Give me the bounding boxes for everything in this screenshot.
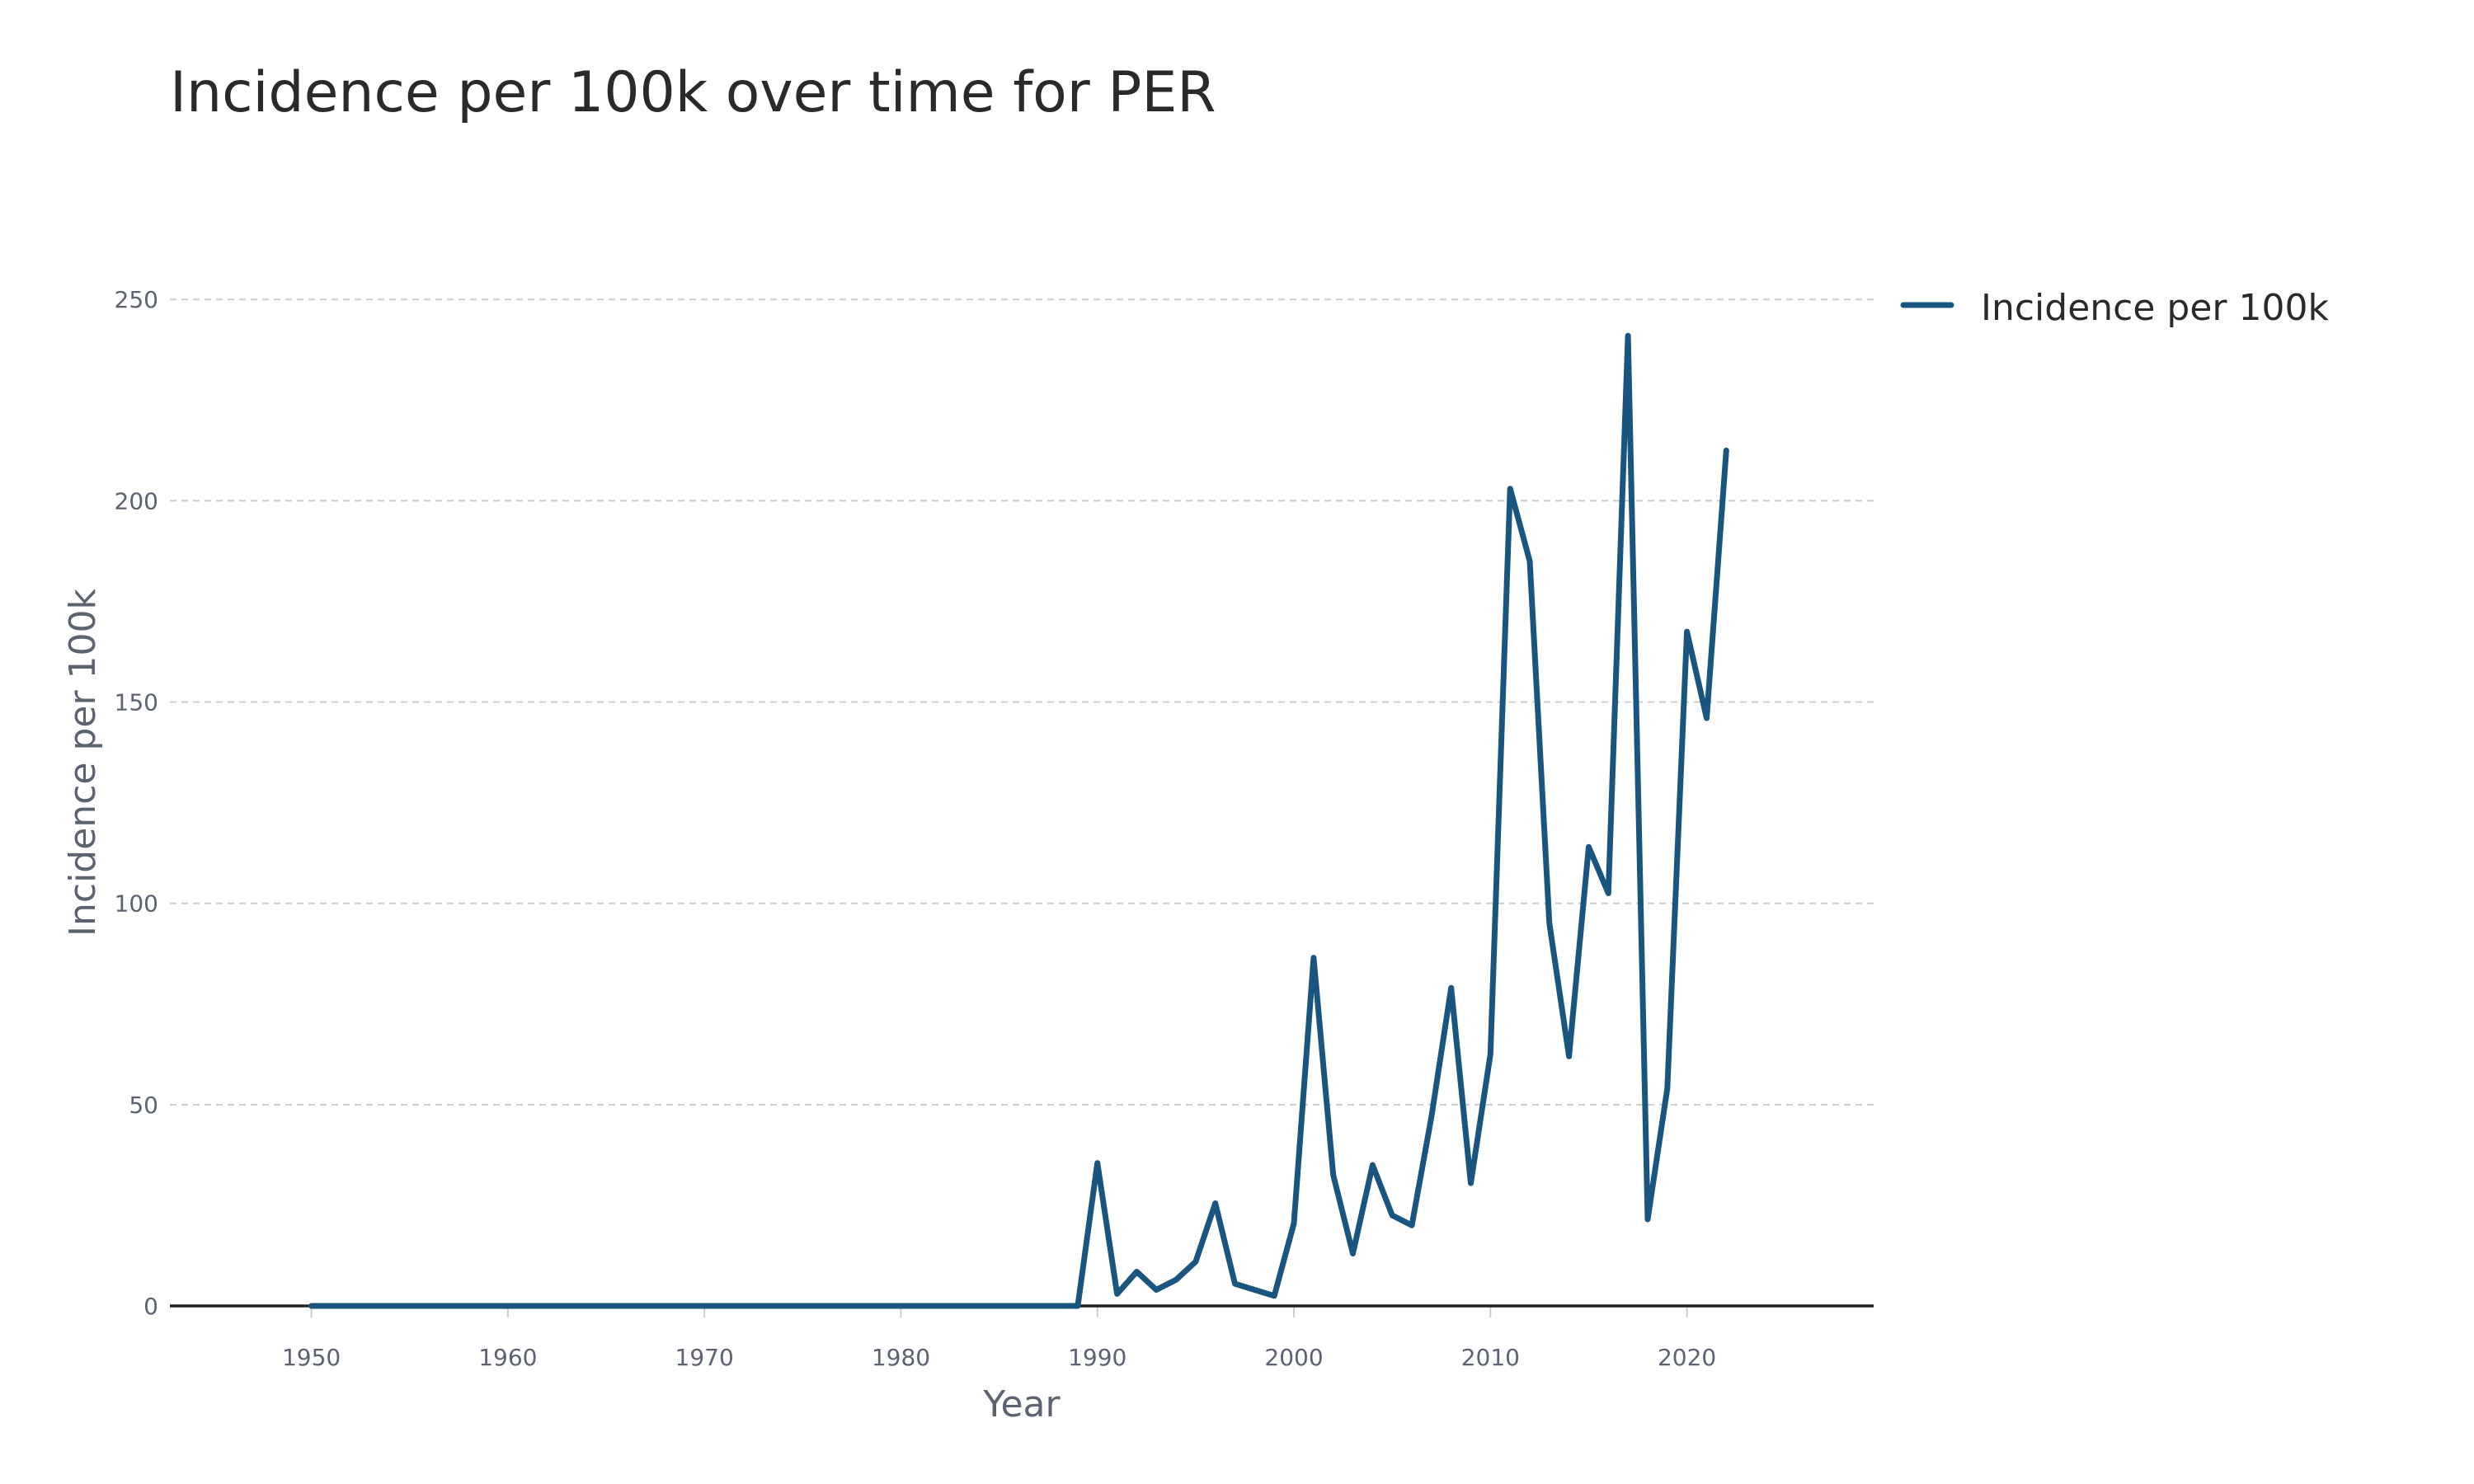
chart-title: Incidence per 100k over time for PER: [170, 60, 1216, 125]
legend: Incidence per 100k: [1900, 287, 2329, 329]
y-axis-title: Incidence per 100k: [62, 589, 104, 937]
x-axis-title: Year: [982, 1383, 1061, 1425]
y-tick-label: 200: [115, 487, 158, 514]
x-tick-label: 1950: [282, 1344, 341, 1371]
y-tick-label: 100: [115, 890, 158, 918]
y-tick-label: 50: [129, 1092, 158, 1119]
x-tick-label: 1960: [478, 1344, 537, 1371]
x-tick-label: 1980: [872, 1344, 930, 1371]
series-line: [308, 332, 1729, 1309]
legend-label: Incidence per 100k: [1981, 287, 2329, 329]
x-axis: 1950 1960 1970 1980 1990 2000 2010 2020: [282, 1306, 1716, 1371]
y-tick-label: 150: [115, 689, 158, 716]
plot-area: [308, 332, 1729, 1309]
y-axis: 0 50 100 150 200 250: [115, 286, 158, 1320]
y-tick-label: 0: [143, 1293, 158, 1320]
x-tick-label: 2000: [1264, 1344, 1323, 1371]
x-tick-label: 1970: [675, 1344, 734, 1371]
x-tick-label: 2020: [1658, 1344, 1716, 1371]
x-tick-label: 1990: [1068, 1344, 1126, 1371]
y-tick-label: 250: [115, 286, 158, 313]
gridlines: [170, 298, 1874, 1106]
x-tick-label: 2010: [1461, 1344, 1520, 1371]
